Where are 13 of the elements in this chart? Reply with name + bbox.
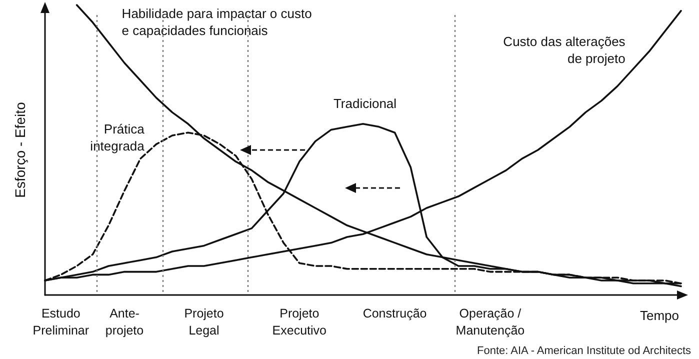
x-tick-label: Construção [362,306,427,320]
x-tick-label: Estudo Preliminar [32,306,90,338]
series-label: Habilidade para impactar o custo e capacidades funcionais [122,6,312,38]
x-tick-label: Ante- projeto [105,306,144,338]
x-axis-title: Tempo [640,308,679,323]
x-tick-label: Projeto Executivo [272,306,327,338]
series-label: Prática integrada [90,122,146,154]
source-note: Fonte: AIA - American Institute od Architects [477,345,691,357]
series-label: Tradicional [333,96,397,111]
y-axis-title: Esforço - Efeito [12,102,28,198]
x-tick-label: Projeto Legal [184,306,224,338]
series-label: Custo das alterações de projeto [503,34,626,66]
x-tick-label: Operação / Manutenção [456,306,525,338]
